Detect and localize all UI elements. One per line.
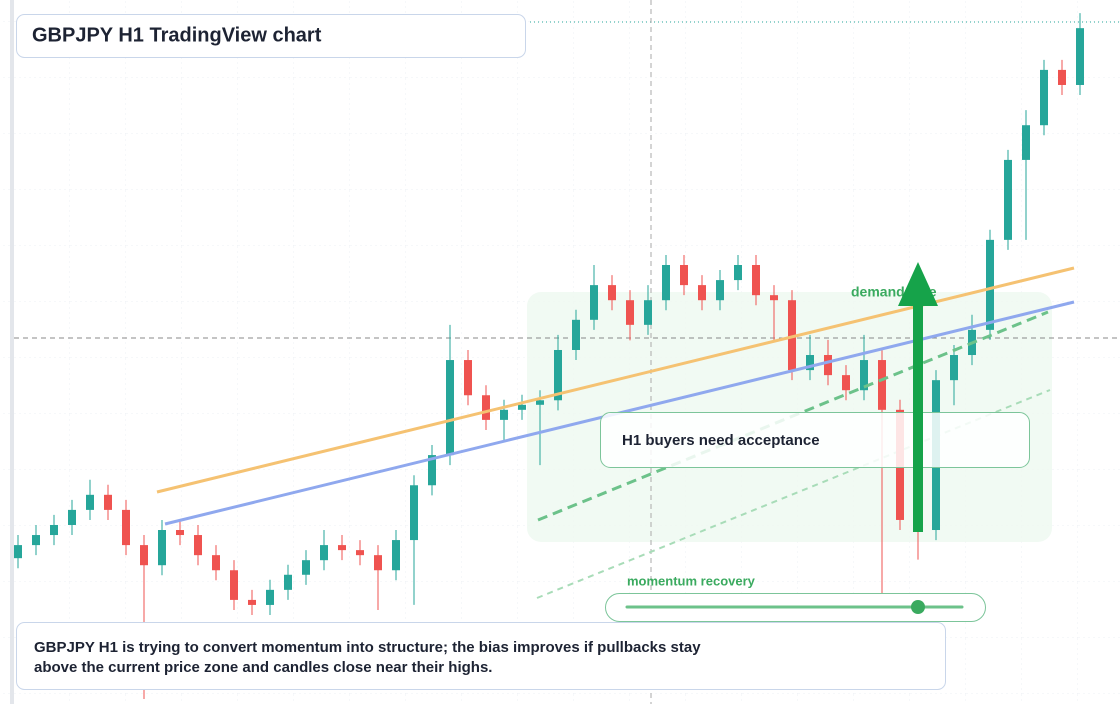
- candle-body: [878, 360, 886, 410]
- candle-body: [392, 540, 400, 571]
- candle-body: [536, 400, 544, 405]
- candle-body: [842, 375, 850, 391]
- candle-body: [860, 360, 868, 391]
- candle-body: [752, 265, 760, 296]
- candle-body: [482, 395, 490, 420]
- arrow-shaft: [913, 300, 923, 532]
- left-edge: [10, 0, 14, 704]
- candle-body: [158, 530, 166, 566]
- candle-body: [806, 355, 814, 371]
- candle-body: [122, 509, 130, 546]
- candle-body: [1004, 159, 1012, 240]
- candle-body: [950, 355, 958, 381]
- candle-body: [410, 485, 418, 541]
- candle-body: [68, 509, 76, 525]
- candle-body: [446, 360, 454, 456]
- indicator-label: momentum recovery: [627, 573, 756, 588]
- candle-body: [428, 455, 436, 486]
- candle-body: [572, 319, 580, 350]
- candle-body: [1040, 69, 1048, 126]
- candle-body: [212, 555, 220, 571]
- arrow-head: [898, 262, 938, 306]
- candle-body: [356, 550, 364, 556]
- candle-body: [374, 555, 382, 571]
- candle-body: [1058, 69, 1066, 85]
- candle-body: [86, 494, 94, 510]
- candle-body: [824, 355, 832, 376]
- candle-body: [284, 574, 292, 590]
- candle-body: [266, 589, 274, 605]
- candle-body: [680, 265, 688, 286]
- candle-body: [788, 300, 796, 371]
- candle-body: [590, 285, 598, 320]
- candle-body: [464, 360, 472, 396]
- candle-body: [32, 535, 40, 546]
- candle-body: [176, 530, 184, 536]
- candle-body: [662, 265, 670, 301]
- candle-body: [1076, 28, 1084, 85]
- candle-body: [626, 300, 634, 325]
- candle-body: [554, 349, 562, 401]
- note: H1 buyers need acceptance: [622, 432, 820, 449]
- candle-body: [608, 285, 616, 301]
- candle-body: [500, 409, 508, 420]
- candle-body: [14, 545, 22, 559]
- candle-body: [770, 295, 778, 301]
- candle-body: [1022, 125, 1030, 160]
- candle-body: [230, 570, 238, 600]
- candle-body: [104, 494, 112, 510]
- candle-body: [734, 265, 742, 281]
- candle-body: [644, 300, 652, 325]
- candle-body: [194, 535, 202, 556]
- footer-line: above the current price zone and candles…: [34, 659, 492, 676]
- candle-body: [716, 280, 724, 301]
- title: GBPJPY H1 TradingView chart: [32, 24, 322, 46]
- candle-body: [986, 239, 994, 330]
- footer-box: [16, 622, 946, 690]
- channel-lower: [536, 389, 1051, 599]
- candle-body: [518, 404, 526, 410]
- candle-body: [698, 285, 706, 301]
- candle-body: [140, 545, 148, 566]
- candles: [14, 13, 1084, 699]
- candle-body: [302, 560, 310, 575]
- candle-body: [338, 545, 346, 551]
- candle-body: [50, 524, 58, 536]
- footer-line: GBPJPY H1 is trying to convert momentum …: [34, 639, 701, 656]
- indicator-knob: [911, 600, 925, 614]
- title-box: [16, 14, 526, 58]
- candle-body: [320, 545, 328, 561]
- candle-body: [248, 599, 256, 605]
